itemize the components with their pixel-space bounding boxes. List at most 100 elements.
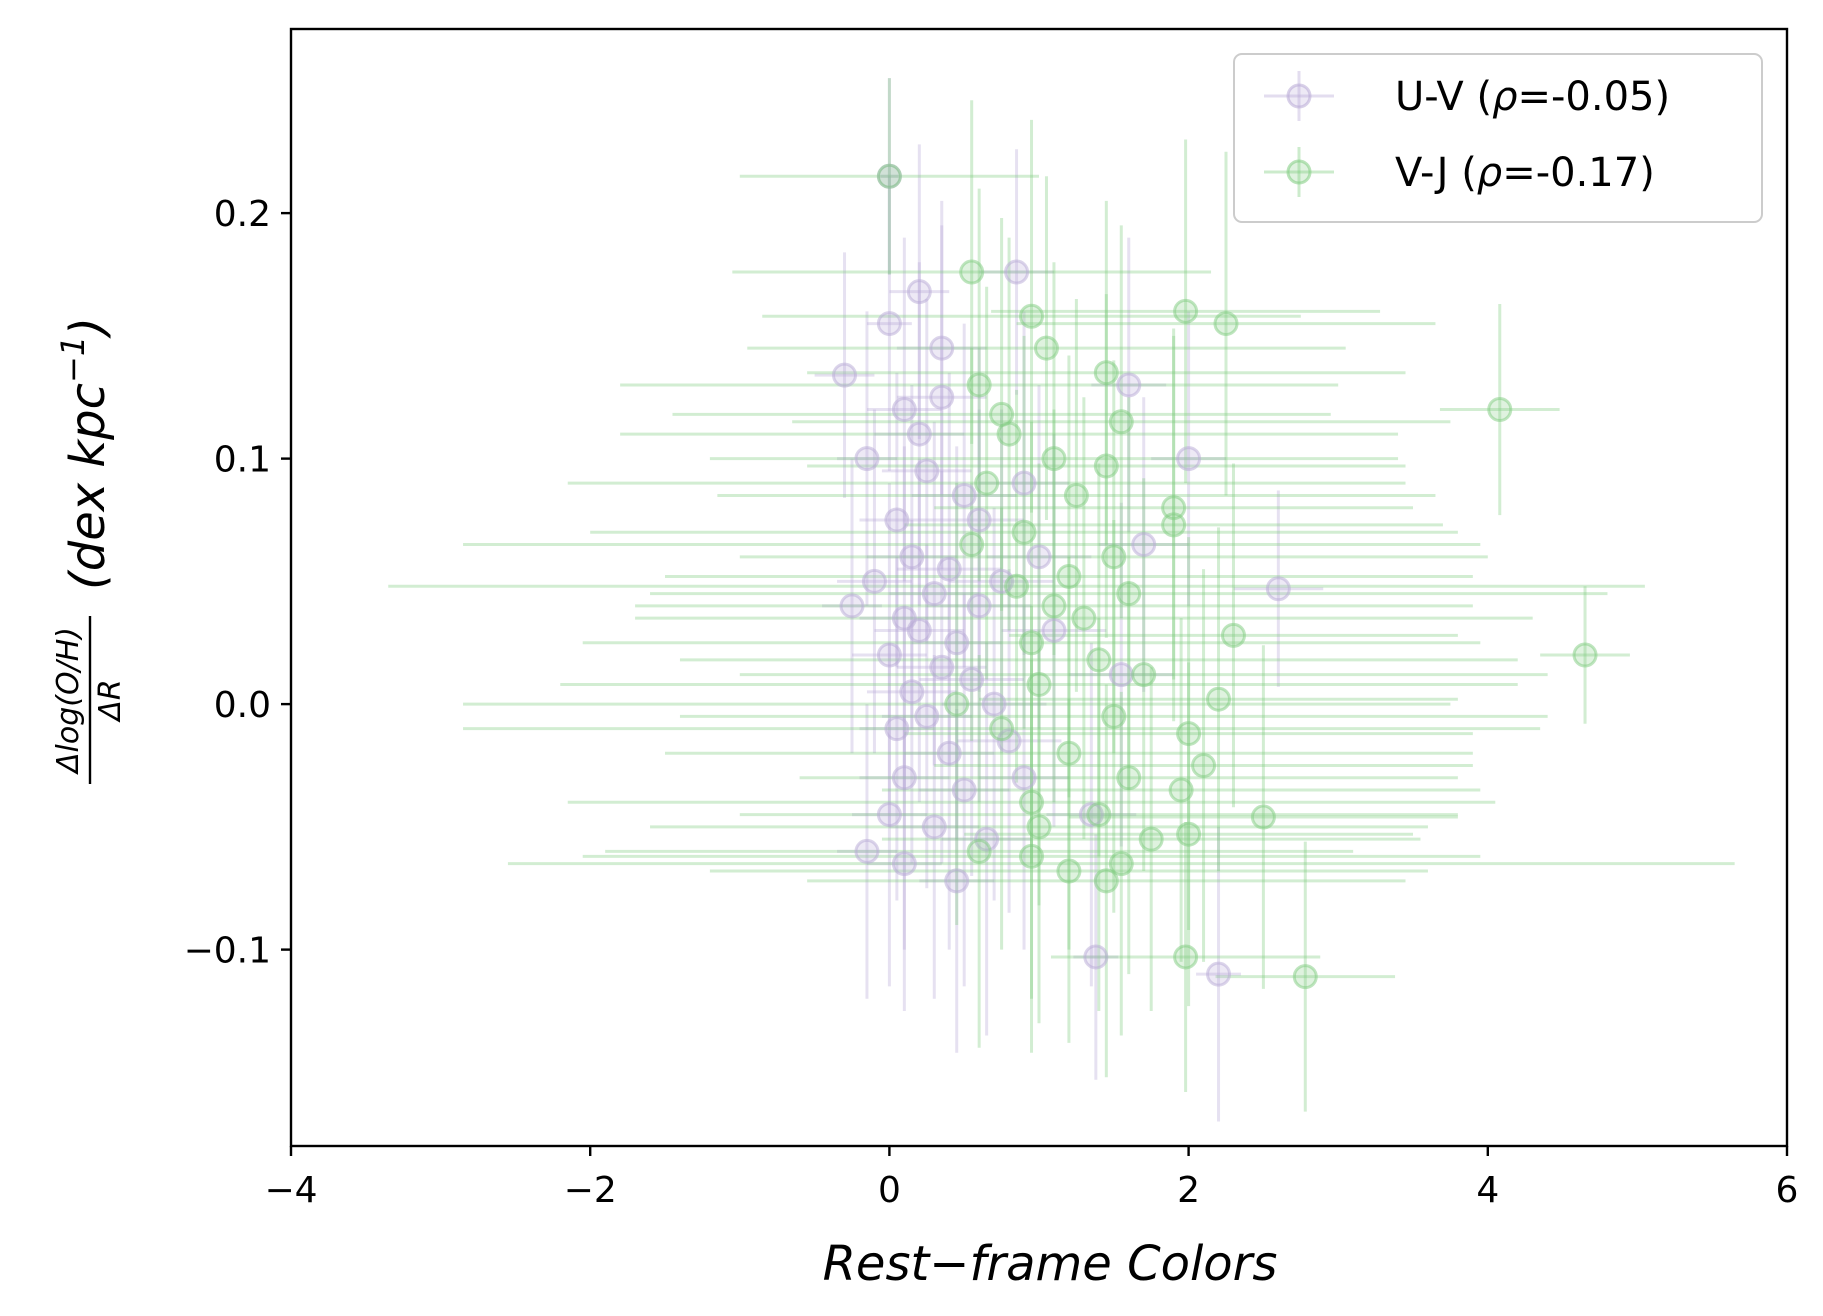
y-axis-label-numerator: Δlog(O/H) [51, 627, 86, 775]
data-point-vj-39 [1250, 804, 1276, 830]
data-point-uv-26 [884, 716, 910, 742]
legend-box [1233, 53, 1763, 223]
data-point-uv-40 [1078, 802, 1104, 828]
data-point-uv-45 [1265, 576, 1291, 602]
data-point-uv-44 [1176, 446, 1202, 472]
legend-label-vj: V-J (ρ=-0.17) [1395, 150, 1655, 196]
data-point-vj-30 [1206, 686, 1232, 712]
data-point-vj-35 [1191, 752, 1217, 778]
y-tick-label-2: 0.1 [214, 440, 271, 481]
data-point-uv-9 [951, 482, 977, 508]
data-point-uv-2 [876, 311, 902, 337]
data-point-uv-43 [1131, 532, 1157, 558]
x-tick-label-0: −4 [264, 1170, 317, 1211]
data-point-uv-34 [854, 838, 880, 864]
data-point-uv-47 [1206, 961, 1232, 987]
data-point-vj-36 [1116, 765, 1142, 791]
data-point-vj-37 [1168, 777, 1194, 803]
data-point-vj-50 [989, 401, 1015, 427]
data-point-vj-49 [1292, 964, 1318, 990]
data-point-vj-41 [1026, 814, 1052, 840]
data-point-vj-53 [966, 838, 992, 864]
legend-label-uv-text: U-V ( [1395, 74, 1492, 120]
data-point-vj-34 [1056, 740, 1082, 766]
data-point-uv-8 [914, 458, 940, 484]
data-point-vj-31 [1101, 703, 1127, 729]
data-point-vj-32 [989, 716, 1015, 742]
data-point-uv-19 [944, 630, 970, 656]
data-point-vj-19 [1101, 544, 1127, 570]
legend-entry-vj: V-J (ρ=-0.17) [1264, 147, 1655, 197]
data-point-vj-40 [1086, 802, 1112, 828]
data-point-uv-21 [929, 654, 955, 680]
data-point-vj-26 [1019, 630, 1045, 656]
data-point-uv-12 [936, 556, 962, 582]
data-point-vj-18 [1011, 519, 1037, 545]
y-tick-label-3: 0.2 [214, 194, 271, 235]
x-axis-label: Rest−frame Colors [823, 1236, 1278, 1292]
data-point-vj-43 [1138, 826, 1164, 852]
y-axis-label-unit-text: (dex kpc [60, 383, 116, 590]
data-point-uv-6 [891, 397, 917, 423]
data-point-uv-10 [884, 507, 910, 533]
data-point-uv-27 [936, 740, 962, 766]
data-point-uv-11 [899, 544, 925, 570]
data-point-uv-50 [966, 507, 992, 533]
points-layer [832, 163, 1598, 990]
data-point-vj-27 [1086, 647, 1112, 673]
data-point-vj-44 [1019, 843, 1045, 869]
data-point-vj-1 [959, 259, 985, 285]
data-point-vj-3 [1173, 298, 1199, 324]
data-point-uv-7 [854, 446, 880, 472]
x-tick-label-5: 6 [1776, 1170, 1799, 1211]
legend-entry-uv: U-V (ρ=-0.05) [1264, 71, 1670, 121]
data-point-uv-20 [876, 642, 902, 668]
data-point-uv-5 [929, 335, 955, 361]
errorbars-layer [388, 78, 1735, 1122]
plot-frame [289, 27, 1789, 1148]
data-point-uv-31 [876, 802, 902, 828]
y-axis-label-unit: (dex kpc−1) [54, 317, 116, 590]
data-point-uv-30 [951, 777, 977, 803]
data-point-vj-2 [1019, 303, 1045, 329]
data-point-uv-18 [906, 617, 932, 643]
data-point-uv-4 [1004, 259, 1030, 285]
y-axis-label-unit-close: ) [60, 317, 116, 339]
legend-label-uv-rho: ρ [1492, 74, 1517, 120]
legend: U-V (ρ=-0.05) V-J (ρ=-0.17) [1233, 53, 1763, 223]
legend-marker-vj [1286, 159, 1312, 185]
data-point-uv-23 [899, 679, 925, 705]
x-tick-label-3: 2 [1177, 1170, 1200, 1211]
data-point-vj-14 [974, 470, 1000, 496]
data-point-vj-15 [1063, 482, 1089, 508]
data-point-vj-48 [1173, 944, 1199, 970]
data-point-uv-42 [1108, 662, 1134, 688]
data-point-uv-1 [832, 362, 858, 388]
data-point-vj-24 [1071, 605, 1097, 631]
data-point-uv-35 [891, 851, 917, 877]
x-tick-label-1: −2 [564, 1170, 617, 1211]
data-point-uv-32 [921, 814, 947, 840]
data-point-vj-10 [1108, 409, 1134, 435]
data-point-uv-24 [981, 691, 1007, 717]
data-point-vj-16 [1161, 495, 1187, 521]
data-point-vj-0 [876, 163, 902, 189]
legend-marker-uv [1286, 83, 1312, 109]
y-axis-label-denominator: ΔR [93, 679, 128, 722]
data-point-uv-15 [966, 593, 992, 619]
data-point-vj-45 [1108, 851, 1134, 877]
legend-label-uv: U-V (ρ=-0.05) [1395, 74, 1670, 120]
data-point-uv-13 [861, 568, 887, 594]
data-point-uv-48 [906, 421, 932, 447]
data-point-uv-33 [974, 826, 1000, 852]
data-point-vj-51 [959, 532, 985, 558]
y-axis: −0.1 0.0 0.1 0.2 [184, 194, 291, 972]
data-point-uv-14 [921, 581, 947, 607]
data-point-vj-8 [966, 372, 992, 398]
data-point-vj-13 [1093, 453, 1119, 479]
data-point-vj-12 [1041, 446, 1067, 472]
data-point-uv-36 [944, 868, 970, 894]
data-point-vj-17 [1161, 512, 1187, 538]
data-point-vj-20 [1056, 563, 1082, 589]
data-point-uv-39 [1041, 617, 1067, 643]
